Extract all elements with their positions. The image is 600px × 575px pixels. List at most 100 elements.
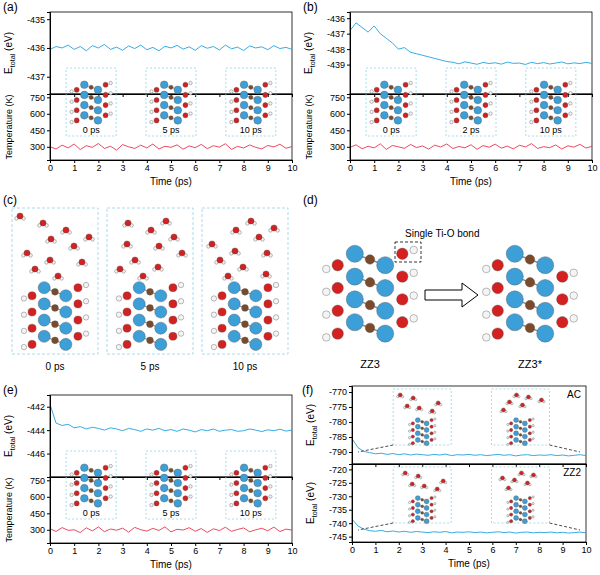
connector [358, 445, 393, 452]
atom [83, 331, 88, 336]
atom [160, 111, 168, 119]
atom [492, 328, 503, 339]
y-tick-label: -720 [329, 465, 347, 475]
y-tick: 600 [30, 109, 50, 119]
atom [525, 481, 529, 485]
atom [403, 113, 408, 118]
atom [109, 102, 112, 105]
data-line [50, 527, 292, 533]
y-tick-label: -435 [27, 15, 45, 25]
atom [70, 120, 73, 123]
x-tick: 6 [493, 160, 498, 173]
atom [474, 106, 482, 114]
atom [403, 82, 408, 87]
atom [525, 278, 535, 288]
atom [530, 110, 533, 113]
atom [554, 117, 562, 125]
water [421, 484, 428, 489]
atom [514, 393, 518, 397]
y-axis-title-part: (eV) [305, 482, 316, 504]
y-axis-title: Temperature (K) [304, 94, 314, 159]
water [207, 241, 218, 248]
atom [249, 468, 253, 472]
y-tick-label: -446 [27, 449, 45, 459]
x-axis-title: Time (ps) [448, 558, 490, 569]
atom [55, 273, 61, 279]
atom [415, 515, 420, 520]
water [46, 236, 57, 243]
atom [249, 106, 253, 110]
atom [179, 250, 185, 256]
atom [269, 495, 272, 498]
atom [409, 102, 412, 105]
atom [346, 291, 363, 308]
slab [70, 81, 113, 124]
inset-label: 0 ps [83, 125, 101, 135]
water [434, 487, 441, 492]
x-tick [539, 464, 540, 467]
atom [269, 485, 272, 488]
atom [189, 102, 192, 105]
atom [169, 478, 173, 482]
y-tick: -437 [327, 29, 350, 39]
atom [60, 338, 72, 350]
y-tick-label: -437 [27, 72, 45, 82]
atom [169, 284, 177, 292]
y-tick-mark [349, 469, 352, 470]
water [130, 257, 141, 264]
atom [403, 103, 408, 108]
atom [81, 474, 89, 482]
atom [160, 484, 168, 492]
atom [263, 486, 268, 491]
water [262, 250, 273, 257]
atom [155, 264, 161, 270]
inset-frame [226, 68, 276, 136]
atom [249, 478, 253, 482]
y-tick: -770 [329, 387, 352, 397]
atom [160, 474, 168, 482]
plot-frame [50, 12, 292, 94]
atom [519, 434, 522, 437]
y-tick-mark [347, 130, 350, 131]
atom [370, 100, 373, 103]
y-axis-title: Etotal (eV) [3, 32, 17, 74]
y-tick-label: 750 [30, 93, 45, 103]
atom [174, 106, 182, 114]
water [153, 264, 164, 271]
atom [89, 468, 93, 472]
x-tick-label: 0 [48, 163, 53, 173]
atom [249, 95, 253, 99]
x-tick: 4 [445, 160, 450, 173]
y-tick-mark [349, 537, 352, 538]
atom [509, 422, 512, 425]
water [525, 395, 532, 400]
snapshot-label: 10 ps [233, 361, 257, 372]
atom [430, 438, 433, 441]
y-tick-label: -442 [27, 402, 45, 412]
x-tick: 6 [490, 542, 495, 555]
inset-label: 10 ps [240, 508, 263, 518]
atom [38, 298, 50, 310]
x-tick: 5 [467, 542, 472, 555]
water [169, 234, 180, 241]
y-axis-line [47, 396, 51, 478]
atom [150, 110, 153, 113]
atom [154, 480, 159, 485]
atom [242, 337, 249, 344]
atom [441, 479, 445, 483]
atom [74, 501, 79, 506]
atom [415, 418, 420, 423]
y-tick: -745 [329, 532, 352, 542]
atom [389, 95, 393, 99]
atom [230, 100, 233, 103]
inset: 10 ps [526, 68, 576, 136]
atom [70, 100, 73, 103]
atom [233, 227, 239, 233]
atom [133, 282, 145, 294]
atom [408, 515, 410, 517]
x-tick-label: 9 [266, 546, 271, 556]
x-tick-label: 6 [193, 546, 198, 556]
atom [94, 117, 102, 125]
plot-frame [50, 395, 292, 477]
y-axis-line [349, 465, 353, 543]
